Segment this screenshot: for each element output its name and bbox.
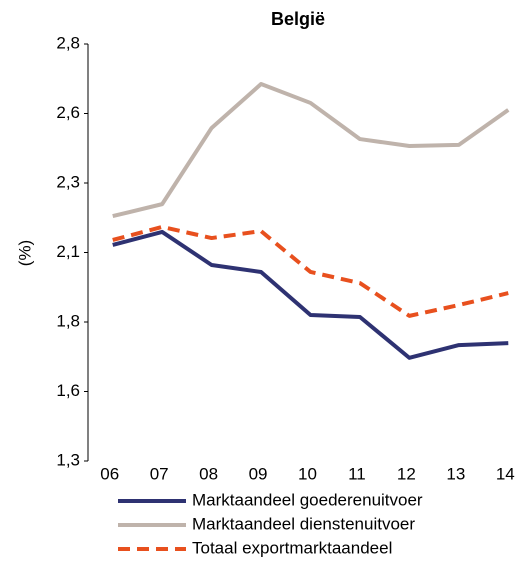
series-line bbox=[112, 82, 510, 219]
series-line bbox=[112, 229, 509, 360]
x-tick-label: 06 bbox=[100, 464, 119, 483]
y-tick-label: 2,3 bbox=[56, 172, 80, 191]
y-axis-label: (%) bbox=[15, 240, 34, 266]
chart-title: België bbox=[271, 9, 325, 29]
y-tick-label: 2,6 bbox=[56, 103, 80, 122]
y-tick-label: 2,8 bbox=[56, 33, 80, 52]
x-tick-label: 07 bbox=[150, 464, 169, 483]
series-line bbox=[112, 224, 509, 318]
x-tick-label: 08 bbox=[199, 464, 218, 483]
x-tick-label: 12 bbox=[397, 464, 416, 483]
legend-label: Marktaandeel dienstenuitvoer bbox=[192, 514, 415, 533]
y-tick-label: 1,6 bbox=[56, 381, 80, 400]
legend-label: Marktaandeel goederenuitvoer bbox=[192, 490, 423, 509]
x-tick-label: 14 bbox=[496, 464, 515, 483]
x-tick-label: 10 bbox=[298, 464, 317, 483]
x-tick-label: 09 bbox=[249, 464, 268, 483]
x-tick-label: 11 bbox=[348, 464, 366, 483]
y-tick-label: 2,1 bbox=[56, 242, 80, 261]
y-tick-label: 1,8 bbox=[56, 311, 80, 330]
legend-label: Totaal exportmarktaandeel bbox=[192, 538, 392, 557]
x-tick-label: 13 bbox=[446, 464, 465, 483]
y-tick-label: 1,3 bbox=[56, 450, 80, 469]
